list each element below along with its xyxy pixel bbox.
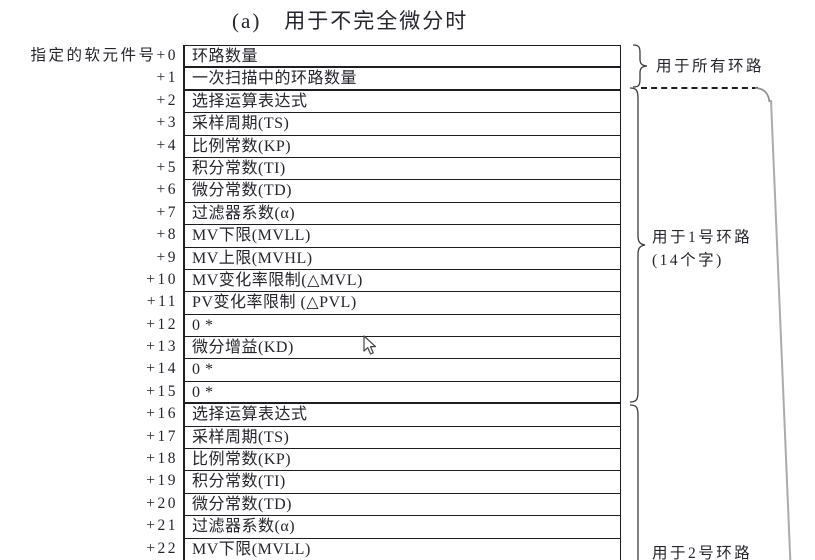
offset-label: +6 bbox=[156, 181, 178, 199]
table-row: PV变化率限制 (△PVL) bbox=[185, 292, 620, 315]
brace-loop2-icon bbox=[629, 404, 639, 560]
offset-label: +12 bbox=[146, 315, 178, 333]
page-title: (a) 用于不完全微分时 bbox=[232, 9, 469, 33]
label-all-loops: 用于所有环路 bbox=[656, 58, 765, 75]
table-row: 过滤器系数(α) bbox=[185, 516, 620, 539]
table-row: 采样周期(TS) bbox=[185, 427, 620, 450]
table-row: 0 * bbox=[185, 359, 620, 382]
table-row: 0 * bbox=[185, 382, 620, 405]
table-row: 一次扫描中的环路数量 bbox=[185, 68, 620, 91]
label-loop1: 用于1号环路 (14个字) bbox=[652, 226, 752, 272]
offset-column: 指定的软元件号+0 +1 +2 +3 +4 +5 +6 +7 +8 +9 +10 +11 +12 +13 +… bbox=[0, 45, 178, 560]
offset-label: +14 bbox=[146, 360, 178, 378]
label-loop1-line2: (14个字) bbox=[652, 252, 724, 269]
table-row: 积分常数(TI) bbox=[185, 471, 620, 494]
offset-label: +2 bbox=[156, 91, 178, 109]
offset-label: +4 bbox=[156, 136, 178, 154]
table-row: 微分增益(KD) bbox=[185, 337, 620, 360]
table-row: 微分常数(TD) bbox=[185, 494, 620, 517]
offset-label: +16 bbox=[146, 405, 178, 423]
offset-label: +21 bbox=[146, 517, 178, 535]
brace-loop1-icon bbox=[629, 87, 646, 403]
table-row: 比例常数(KP) bbox=[185, 449, 620, 472]
separator-corner-curve bbox=[755, 87, 771, 103]
offset-label: +17 bbox=[146, 427, 178, 445]
table-row: MV下限(MVLL) bbox=[192, 540, 311, 558]
offset-label: +19 bbox=[146, 472, 178, 490]
table-row: 选择运算表达式 bbox=[185, 404, 620, 427]
offset-label: +13 bbox=[146, 338, 178, 356]
mouse-cursor-icon bbox=[363, 335, 377, 355]
table-row: 0 * bbox=[185, 315, 620, 338]
offset-label: +18 bbox=[146, 450, 178, 468]
offset-label: +11 bbox=[146, 293, 178, 311]
offset-label: +1 bbox=[156, 69, 178, 87]
offset-label: +20 bbox=[146, 494, 178, 512]
table-row: 选择运算表达式 bbox=[185, 91, 620, 114]
offset-label: +8 bbox=[156, 226, 178, 244]
label-loop2: 用于2号环路 bbox=[652, 545, 753, 560]
table-row: MV变化率限制(△MVL) bbox=[185, 270, 620, 293]
table-row: 环路数量 bbox=[185, 46, 620, 69]
table-row: MV下限(MVLL) bbox=[185, 225, 620, 248]
offset-label: +22 bbox=[146, 539, 178, 557]
offset-label: +10 bbox=[146, 270, 178, 288]
table-row: 微分常数(TD) bbox=[185, 180, 620, 203]
offset-label: +3 bbox=[156, 114, 178, 132]
table-row: MV上限(MVHL) bbox=[185, 248, 620, 270]
label-loop1-line1: 用于1号环路 bbox=[652, 229, 753, 246]
offset-label: 指定的软元件号+0 bbox=[30, 47, 178, 64]
table-row: 积分常数(TI) bbox=[185, 158, 620, 181]
table-row: 比例常数(KP) bbox=[185, 136, 620, 158]
table-row: 过滤器系数(α) bbox=[185, 203, 620, 226]
page-edge-line bbox=[770, 99, 792, 560]
dashed-separator-line bbox=[641, 87, 758, 89]
offset-label: +7 bbox=[156, 203, 178, 221]
offset-label: +15 bbox=[146, 382, 178, 400]
register-table: 环路数量 一次扫描中的环路数量 选择运算表达式 采样周期(TS) 比例常数(KP) 积分常… bbox=[183, 45, 621, 560]
offset-label: +9 bbox=[156, 248, 178, 266]
brace-all-loops-icon bbox=[632, 44, 648, 88]
table-row: 采样周期(TS) bbox=[185, 113, 620, 136]
offset-label: +5 bbox=[156, 158, 178, 176]
